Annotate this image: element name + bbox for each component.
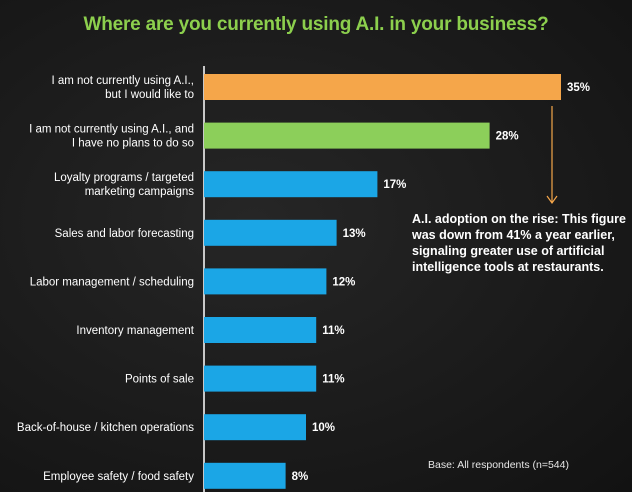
data-label: 11% [322,374,344,386]
category-label-line: Back-of-house / kitchen operations [17,422,194,434]
category-label-line: Loyalty programs / targeted [54,172,194,184]
bar [204,365,317,392]
bar [204,414,306,441]
bar [204,74,561,100]
category-label-line: Inventory management [76,325,194,337]
chart-title: Where are you currently using A.I. in yo… [83,14,549,35]
data-label: 13% [343,228,366,240]
category-label: Labor management / scheduling [30,276,194,288]
data-label: 10% [312,422,335,434]
data-label: 35% [567,82,590,94]
category-label: Loyalty programs / targeted marketing cam… [54,172,194,198]
category-label-line: Points of sale [125,374,194,386]
category-label: Employee safety / food safety [43,471,194,483]
category-label: Points of sale [125,374,194,386]
bar [204,317,317,343]
category-label: Sales and labor forecasting [55,228,194,240]
bar [204,122,490,149]
bar [204,171,378,198]
category-label-line: marketing campaigns [85,186,195,198]
data-label: 12% [332,276,355,288]
category-label-line: Labor management / scheduling [30,276,194,288]
category-label-line: I have no plans to do so [72,138,194,150]
data-label: 8% [292,471,309,483]
category-label-line: I am not currently using A.I., [51,75,194,87]
category-label: I am not currently using A.I., and I have… [29,124,194,150]
bar [204,219,337,246]
bar [204,462,286,489]
category-label-line: but I would like to [105,89,194,101]
category-label-line: Employee safety / food safety [43,471,194,483]
data-label: 28% [496,131,519,143]
category-label: I am not currently using A.I., but I woul… [51,75,194,101]
base-note: Base: All respondents (n=544) [428,459,569,471]
category-label: Back-of-house / kitchen operations [17,422,194,434]
category-label: Inventory management [76,325,194,337]
data-label: 17% [383,179,406,191]
annotation-arrow-head [546,195,558,205]
data-label: 11% [322,325,344,337]
bar [204,268,327,295]
annotation-text: A.I. adoption on the rise: This figure w… [412,212,626,274]
category-label-line: I am not currently using A.I., and [29,124,194,136]
category-label-line: Sales and labor forecasting [55,228,194,240]
